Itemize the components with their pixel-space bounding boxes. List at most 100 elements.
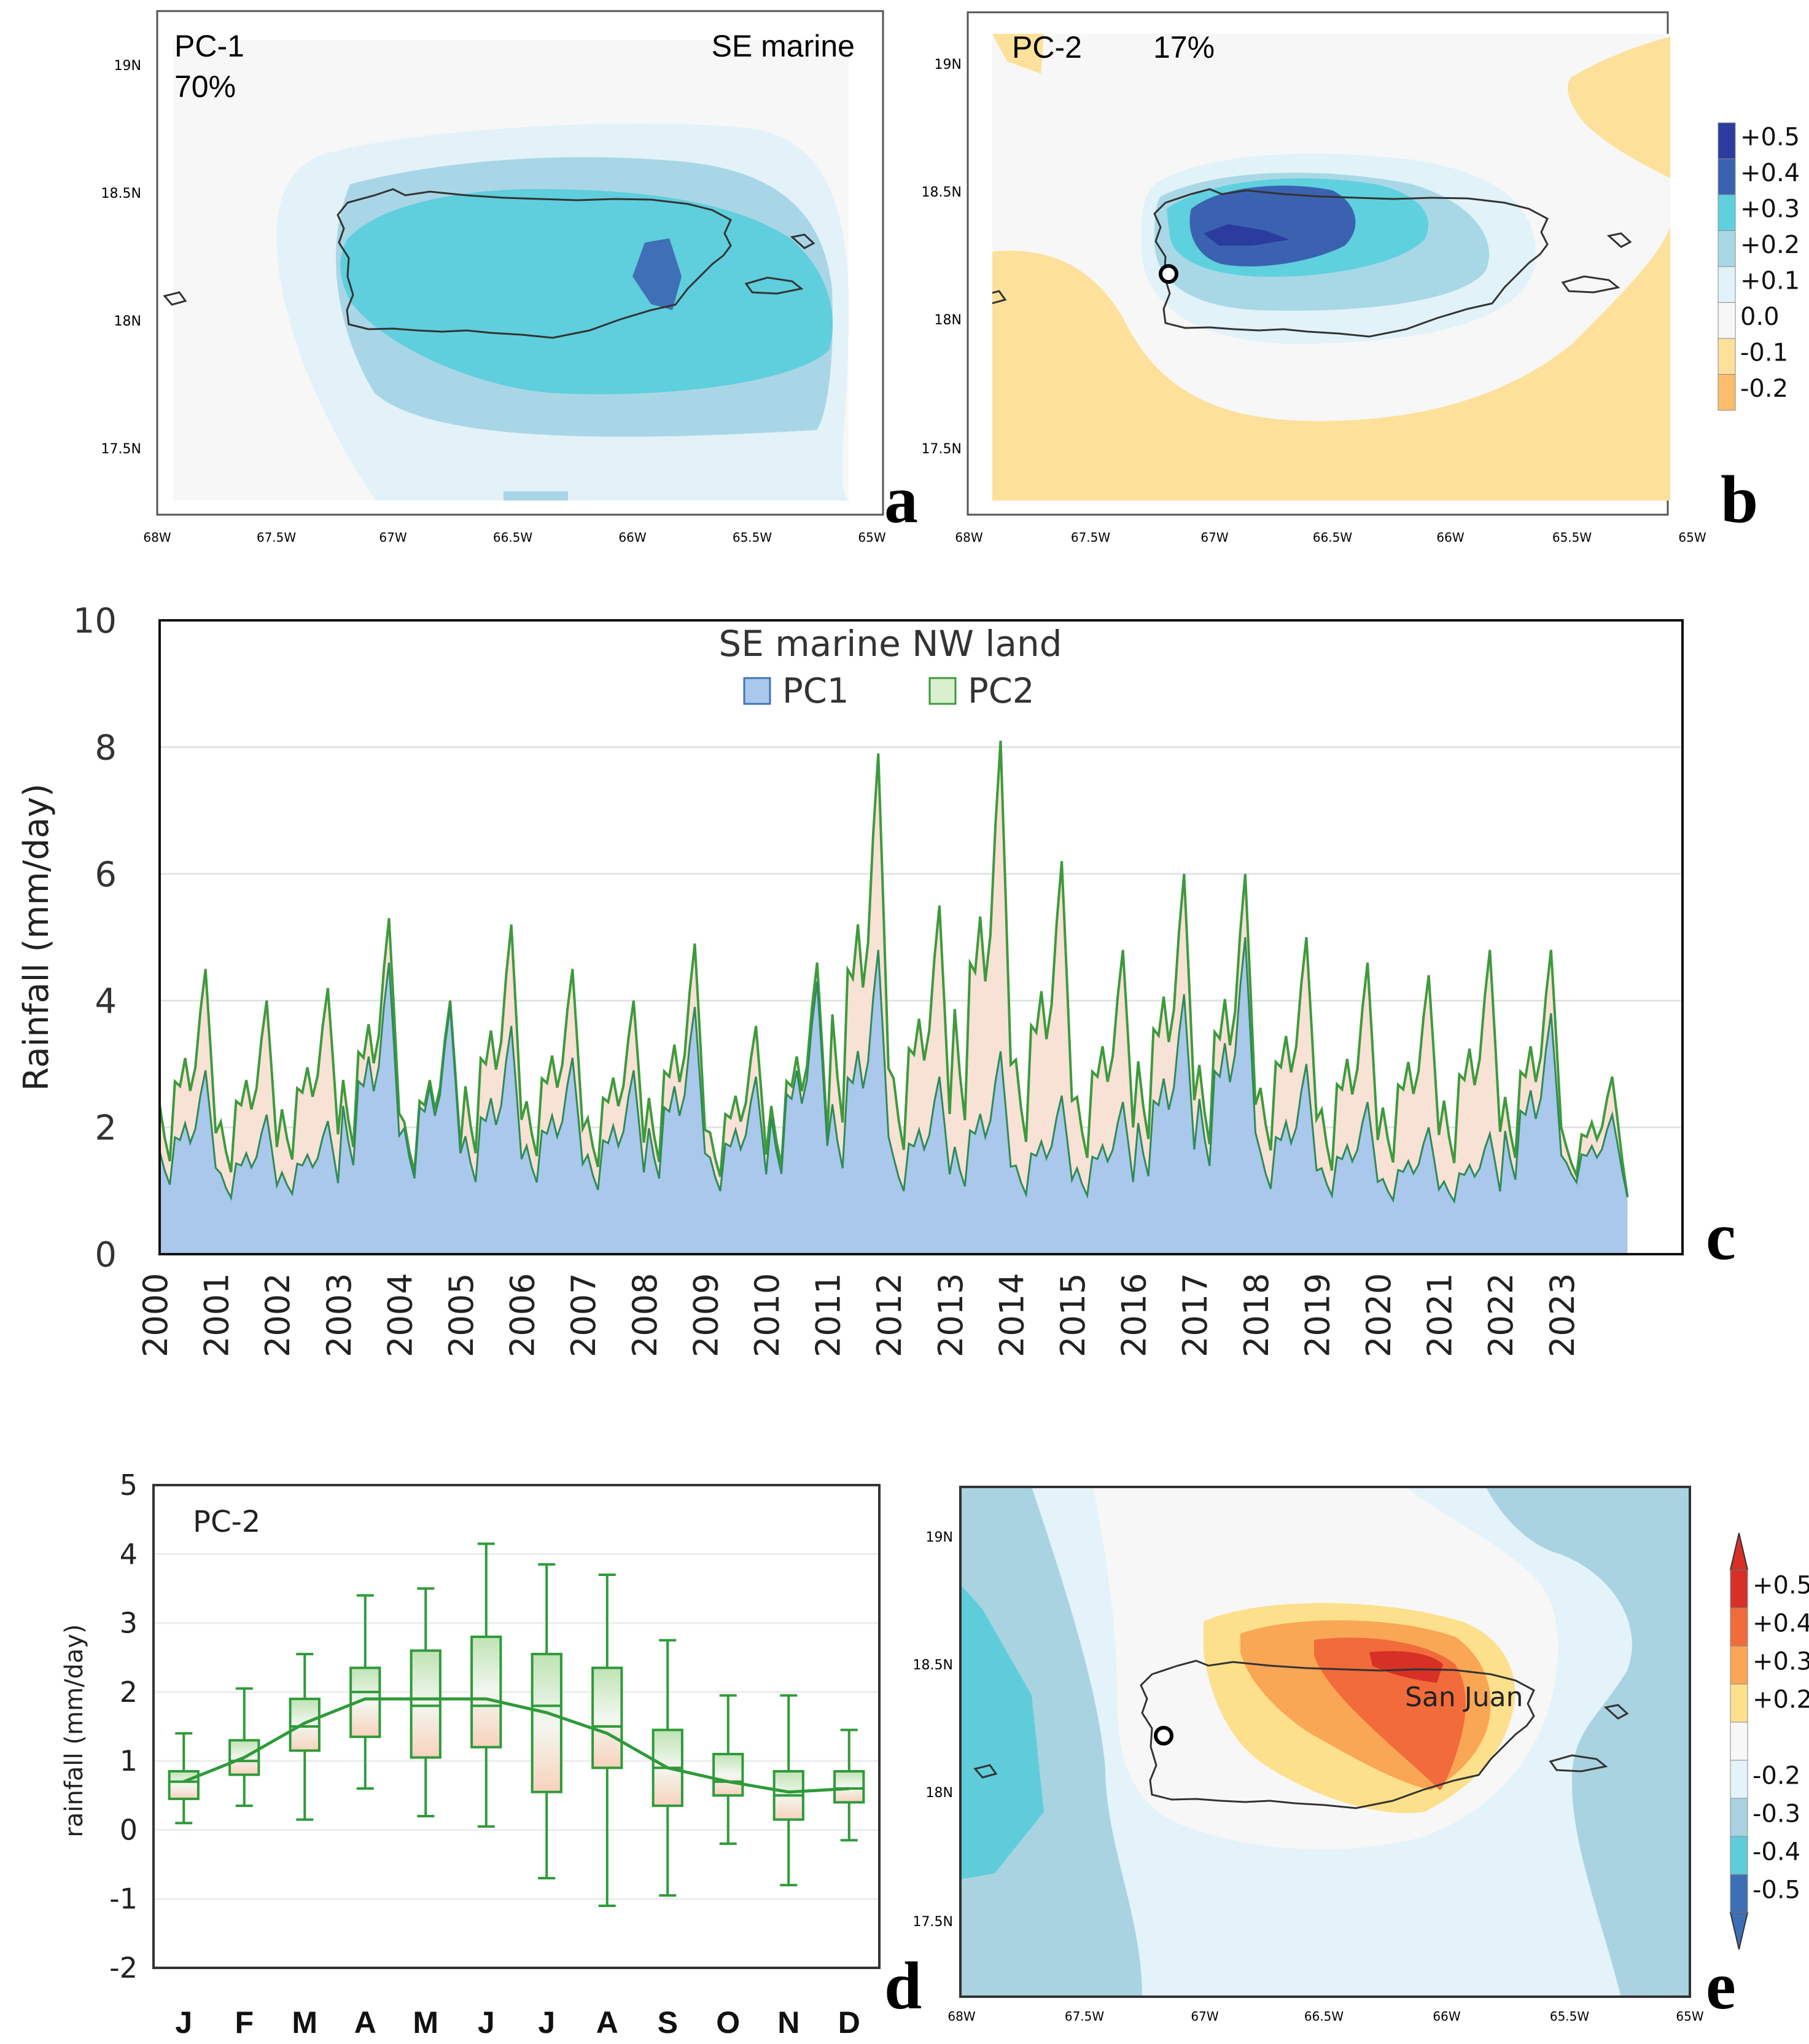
panel-e-city-label: San Juan (1405, 1682, 1523, 1713)
panel-b-field (992, 34, 1670, 501)
panel-d-boxes (168, 1542, 865, 1907)
panel-b-letter: b (1721, 462, 1758, 537)
panel-d-box (712, 1752, 744, 1797)
panel-a-contour-0.2-south (504, 491, 568, 501)
panel-a-mona-outline (163, 291, 187, 306)
panel-a-letter: a (884, 462, 918, 537)
panel-c-x-tick: 2019 (1298, 1273, 1337, 1357)
panel-e-colorbar-swatch (1730, 1798, 1748, 1837)
panel-b-colorbar-label: +0.1 (1740, 267, 1800, 295)
panel-b-colorbar: +0.5 +0.4 +0.3 +0.2 +0.1 0.0 -0.1 -0.2 (1718, 122, 1800, 411)
panel-e-lat-tick: 19N (926, 1530, 953, 1545)
panel-c-x-tick: 2005 (442, 1273, 481, 1357)
panel-c-pc2-line (158, 740, 1629, 1198)
panel-a-lat-tick: 18.5N (101, 186, 141, 201)
panel-c-x-tick: 2013 (932, 1273, 970, 1357)
panel-e-colorbar-swatch (1730, 1569, 1748, 1609)
panel-b-colorbar-label: -0.1 (1740, 338, 1788, 367)
panel-b-lon-tick: 65W (1678, 530, 1706, 545)
panel-e-colorbar-top-arrow (1729, 1532, 1749, 1570)
panel-e-station-marker (1154, 1726, 1173, 1746)
panel-c-y-label: Rainfall (mm/day) (17, 784, 56, 1091)
panel-d-box (591, 1666, 623, 1769)
panel-e-colorbar-bottom-arrow (1729, 1912, 1749, 1950)
panel-b-colorbar-swatch (1718, 302, 1736, 339)
panel-c-x-tick: 2009 (687, 1273, 725, 1357)
panel-d-x-tick: M (413, 2005, 438, 2040)
panel-d-y-label: rainfall (mm/day) (60, 1624, 88, 1837)
panel-a-vieques-outline (744, 276, 804, 295)
panel-c-letter: c (1706, 1199, 1736, 1274)
panel-e-lon-tick: 66.5W (1304, 2009, 1344, 2024)
panel-e-field (960, 1487, 1690, 1997)
panel-b-contour-neg0.1-ne (1567, 37, 1670, 178)
panel-c-x-tick: 2000 (136, 1273, 175, 1357)
panel-e-lon-tick: 67W (1191, 2009, 1218, 2024)
panel-b-lat-tick: 18N (935, 313, 962, 328)
panel-e-colorbar-label: -0.3 (1753, 1800, 1800, 1828)
panel-b-colorbar-swatch (1718, 266, 1736, 303)
panel-d-box (833, 1769, 865, 1804)
panel-b: PC-2 17% 19N 18.5N 18N 17.5N 68W 67.5W 6… (922, 11, 1800, 545)
panel-e-colorbar-swatch (1730, 1836, 1748, 1875)
panel-c-y-tick: 0 (95, 1235, 117, 1275)
panel-b-culebra-outline (1606, 232, 1632, 248)
panel-c-x-tick: 2020 (1360, 1273, 1398, 1357)
panel-c-y-tick: 2 (95, 1109, 117, 1149)
panel-a-lon-tick: 66.5W (493, 530, 533, 545)
panel-e-lat-tick: 18.5N (913, 1658, 953, 1673)
panel-a-variance: 70% (174, 69, 236, 104)
panel-e-contour-0.5 (1369, 1651, 1443, 1683)
panel-e-colorbar-label: -0.2 (1753, 1761, 1800, 1790)
panel-e-colorbar-label: +0.3 (1753, 1647, 1809, 1675)
panel-e-lon-tick: 65.5W (1550, 2009, 1590, 2024)
panel-d-y-tick: -1 (109, 1882, 138, 1916)
panel-e-lon-tick: 68W (947, 2009, 975, 2024)
panel-b-contour-0.4 (1189, 185, 1356, 267)
panel-b-variance: 17% (1153, 30, 1215, 64)
panel-c-legend-title: SE marine NW land (718, 623, 1062, 665)
panel-c-x-tick: 2003 (320, 1273, 359, 1357)
panel-b-lon-tick: 68W (955, 530, 982, 545)
panel-a-lon-tick: 67W (379, 530, 407, 545)
legend-pc1-swatch (743, 677, 771, 705)
panel-b-colorbar-swatch (1718, 338, 1736, 375)
panel-b-lon-tick: 67W (1200, 530, 1228, 545)
panel-d-y-axis: 5 4 3 2 1 0 -1 -2 (109, 1469, 138, 1984)
panel-d-box (410, 1649, 442, 1759)
panel-d-y-tick: 2 (120, 1675, 138, 1709)
panel-e-vieques-outline (1549, 1754, 1608, 1773)
panel-b-colorbar-label: +0.3 (1740, 195, 1800, 223)
panel-d-box (470, 1636, 502, 1749)
panel-c-x-tick: 2014 (992, 1273, 1031, 1357)
panel-c-pc1-area (160, 937, 1628, 1254)
panel-e-lon-tick: 66W (1433, 2009, 1460, 2024)
panel-b-colorbar-swatch (1718, 122, 1736, 159)
panel-d-y-tick: 5 (120, 1469, 138, 1502)
panel-a-lon-tick: 65W (858, 530, 885, 545)
panel-b-colorbar-swatch (1718, 194, 1736, 231)
panel-a-field (163, 40, 849, 501)
panel-d-x-tick: J (478, 2005, 495, 2040)
panel-b-colorbar-label: -0.2 (1740, 375, 1788, 403)
panel-c-x-tick: 2021 (1421, 1273, 1460, 1357)
legend-pc2-swatch (928, 677, 957, 705)
panel-d-y-tick: 3 (120, 1607, 138, 1640)
panel-c-legend: PC1 PC2 (743, 671, 1035, 711)
panel-c-x-tick: 2010 (748, 1273, 787, 1357)
panel-c-y-tick: 8 (95, 728, 117, 768)
panel-b-vieques-outline (1561, 275, 1620, 294)
panel-e-frame (959, 1486, 1691, 1998)
panel-e-letter: e (1706, 1948, 1736, 2023)
panel-d-x-tick: J (175, 2005, 192, 2040)
panel-d-mean-line (183, 1697, 849, 1794)
panel-c-pc2-area (160, 741, 1628, 1254)
panel-e-colorbar-swatch (1730, 1645, 1748, 1685)
panel-d-x-tick: N (777, 2005, 799, 2040)
panel-e-culebra-outline (1603, 1704, 1629, 1720)
panel-c-y-tick: 6 (95, 855, 117, 895)
panel-b-lon-tick: 65.5W (1552, 530, 1592, 545)
panel-d-y-tick: 4 (120, 1537, 138, 1570)
panel-d-frame (152, 1484, 881, 1969)
